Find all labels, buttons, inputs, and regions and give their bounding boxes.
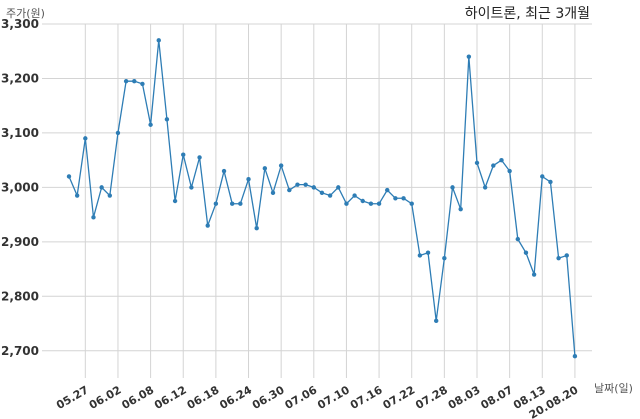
data-point [450,185,455,190]
data-point [572,354,578,359]
data-point [482,185,488,190]
x-tick-label: 07.16 [348,383,385,412]
data-point [278,163,284,168]
data-point [311,185,316,190]
data-point [515,236,520,242]
data-point [401,196,406,201]
data-point [123,78,129,84]
data-point [368,201,374,206]
data-point [156,38,161,43]
data-point [385,187,390,193]
data-point [181,152,186,157]
x-tick-label: 07.22 [381,383,418,412]
x-tick-label: 07.10 [315,383,352,412]
data-point [270,190,276,196]
data-point [91,215,96,220]
data-point [132,78,137,84]
data-point [336,185,341,190]
data-point [344,201,349,206]
data-point [99,185,104,190]
data-point [564,253,569,258]
data-point [189,185,194,190]
price-line [68,40,576,357]
data-point [295,182,300,187]
data-point [197,155,202,160]
x-tick-label: 06.24 [217,383,254,412]
data-point [531,272,537,277]
data-point [83,136,88,141]
data-point [246,177,251,182]
data-point [434,318,439,324]
data-point [499,157,504,163]
data-point [319,190,325,196]
data-point [474,160,480,166]
grid [42,23,592,378]
data-point [221,168,227,174]
data-point [458,206,463,212]
y-axis-label: 주가(원) [6,7,45,20]
x-tick-label: 06.12 [152,383,189,412]
data-point [287,187,292,193]
data-point [213,201,219,206]
data-point [523,250,529,255]
data-point [107,193,113,198]
data-point [491,163,496,168]
y-tick-label: 3,000 [1,180,39,194]
data-point [442,255,447,261]
data-point [409,201,414,206]
x-tick-label: 06.02 [87,383,124,412]
data-point [115,130,121,136]
x-tick-label: 05.27 [54,383,91,412]
x-tick-label: 06.30 [250,383,287,412]
chart-title: 하이트론, 최근 3개월 [465,6,590,22]
data-point [466,54,472,59]
y-tick-label: 3,300 [1,17,39,31]
y-tick-label: 3,100 [1,126,39,140]
data-point [303,182,308,187]
x-tick-label: 08.03 [446,383,483,412]
data-point [148,122,153,127]
data-point [548,179,553,185]
x-tick-label: 07.06 [283,383,320,412]
x-tick-label: 06.18 [185,383,222,412]
data-point [230,201,235,206]
x-tick-label: 07.28 [413,383,450,412]
x-tick-label: 06.08 [119,383,156,412]
data-point [172,198,178,204]
data-point [238,201,243,206]
y-tick-label: 2,800 [1,289,39,303]
data-point [393,196,398,201]
data-point [327,193,333,198]
y-tick-label: 2,900 [1,235,39,249]
x-axis-ticks: 05.2706.0206.0806.1206.1806.2406.3007.06… [54,383,581,419]
y-axis-ticks: 2,700 2,800 2,900 3,000 3,100 3,200 3,300 [1,17,39,358]
data-point [360,198,365,204]
data-point [540,174,545,179]
y-tick-label: 2,700 [1,344,39,358]
x-tick-label: 08.07 [479,383,516,412]
data-point [254,226,259,231]
data-point [74,193,80,198]
price-points [66,38,578,359]
data-point [262,166,268,171]
data-point [164,117,170,122]
data-point [205,223,210,228]
data-point [66,174,72,179]
data-point [376,201,382,206]
data-point [417,253,423,258]
data-point [352,193,357,198]
x-axis-label: 날짜(일) [594,381,633,395]
data-point [425,250,431,255]
data-point [507,168,512,174]
data-point [140,81,145,87]
y-tick-label: 3,200 [1,71,39,85]
data-point [556,255,561,261]
